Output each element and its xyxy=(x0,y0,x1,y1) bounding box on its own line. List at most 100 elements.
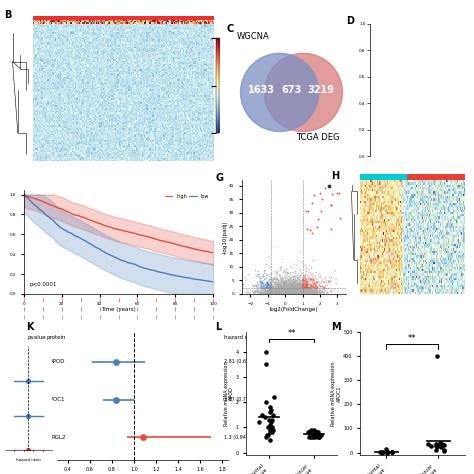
Point xyxy=(302,287,310,295)
Point xyxy=(290,283,297,291)
Point xyxy=(292,285,300,293)
Point xyxy=(300,290,307,298)
Point xyxy=(311,289,319,296)
Point xyxy=(317,289,324,296)
Point xyxy=(273,281,281,289)
Point xyxy=(312,282,320,290)
Point xyxy=(297,283,304,291)
Point xyxy=(287,280,294,287)
Point xyxy=(277,289,285,296)
Point xyxy=(287,276,295,283)
Point xyxy=(288,282,296,289)
Point xyxy=(289,288,296,296)
Point xyxy=(244,288,251,295)
Point xyxy=(275,272,283,280)
Point xyxy=(303,283,311,290)
Point xyxy=(238,290,246,298)
Point xyxy=(259,281,266,288)
Point xyxy=(261,276,269,283)
Point xyxy=(291,290,299,298)
Point xyxy=(293,281,301,289)
Point xyxy=(276,283,283,291)
Point xyxy=(297,289,305,297)
Point xyxy=(326,278,334,286)
Point xyxy=(287,289,294,296)
Point xyxy=(287,278,294,285)
Point xyxy=(264,289,272,297)
Point xyxy=(296,286,303,293)
Point xyxy=(287,289,294,297)
Point xyxy=(287,288,294,295)
Point xyxy=(283,286,290,294)
Point xyxy=(264,283,271,291)
Point xyxy=(294,289,301,297)
Point xyxy=(275,283,283,291)
Point xyxy=(276,272,284,280)
Point xyxy=(295,275,302,283)
Point xyxy=(289,289,297,296)
Point xyxy=(283,281,290,289)
Point xyxy=(273,267,281,275)
Point xyxy=(288,280,295,287)
Point xyxy=(296,289,303,296)
Point xyxy=(264,288,272,296)
Point xyxy=(277,289,285,296)
Point xyxy=(273,286,280,293)
Point xyxy=(255,290,263,297)
Point xyxy=(285,289,292,296)
Point xyxy=(333,189,341,196)
Point xyxy=(280,278,287,286)
Point xyxy=(285,283,293,291)
Point xyxy=(284,287,292,295)
Point xyxy=(278,274,286,282)
Point xyxy=(267,287,275,294)
Point xyxy=(281,282,288,289)
Point xyxy=(289,280,297,288)
Point xyxy=(278,289,285,296)
Point xyxy=(298,287,306,295)
X-axis label: log2(FoldChange): log2(FoldChange) xyxy=(270,307,318,312)
Point xyxy=(290,290,298,298)
Point xyxy=(245,290,253,298)
Point xyxy=(293,290,301,297)
Point xyxy=(294,290,301,297)
Point xyxy=(283,289,291,297)
Point xyxy=(289,273,297,281)
Point xyxy=(302,288,310,295)
Point xyxy=(295,287,303,294)
Point xyxy=(288,281,295,289)
Point xyxy=(296,282,304,289)
Point xyxy=(260,284,267,292)
Point xyxy=(266,289,273,297)
Point xyxy=(315,289,323,297)
Point xyxy=(327,288,334,295)
Point xyxy=(286,290,294,298)
Point xyxy=(278,287,285,295)
Point xyxy=(292,286,300,293)
Point xyxy=(278,289,285,297)
Point xyxy=(285,276,292,283)
Point xyxy=(319,283,327,291)
Point xyxy=(273,284,280,292)
Point xyxy=(301,288,309,295)
Point xyxy=(290,289,297,297)
Point xyxy=(266,290,273,297)
Point xyxy=(285,290,293,297)
Point xyxy=(301,285,308,292)
Point xyxy=(319,283,327,291)
Point xyxy=(277,281,285,289)
Point xyxy=(293,281,301,289)
Point xyxy=(267,406,274,413)
Point xyxy=(296,289,304,297)
Point xyxy=(266,283,274,291)
Point xyxy=(263,289,270,296)
Point xyxy=(283,287,291,295)
X-axis label: Time (years): Time (years) xyxy=(101,307,136,312)
Point xyxy=(424,440,432,448)
Point xyxy=(308,275,315,283)
Point xyxy=(296,283,304,291)
Point xyxy=(274,287,282,295)
Point xyxy=(259,289,267,297)
Point xyxy=(305,283,312,291)
Point xyxy=(301,289,309,297)
